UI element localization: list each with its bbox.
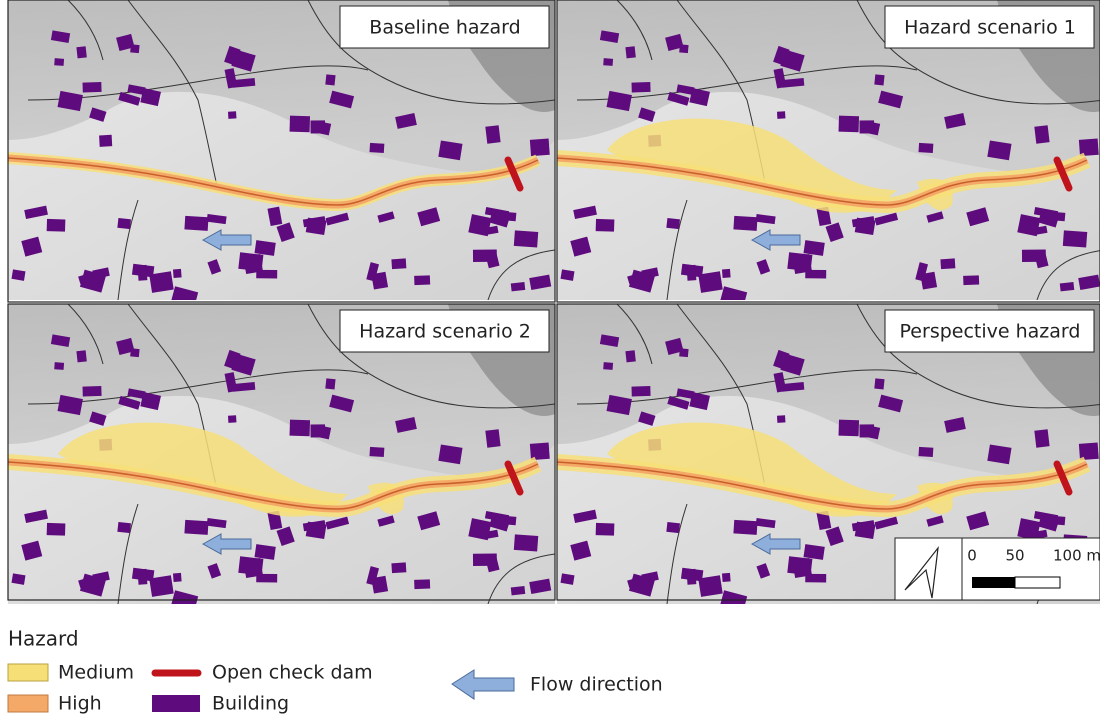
legend-title: Hazard [8,627,79,651]
scale-label: 50 [1005,547,1024,565]
scale-label: 100 m [1053,547,1100,565]
map-panel: Hazard scenario 2 [8,304,555,610]
legend-label: Flow direction [530,674,663,696]
scale-bar-black [972,577,1015,588]
legend-swatch [8,664,48,681]
panel-title: Perspective hazard [900,321,1081,343]
legend-label: Medium [58,662,134,684]
panel-title: Hazard scenario 2 [359,321,531,343]
legend: Hazard Medium High Open check dam Building F… [8,627,663,715]
panel-title: Hazard scenario 1 [904,17,1076,39]
map-panel: Hazard scenario 1 [557,0,1100,306]
legend-swatch [452,670,514,699]
figure: Baseline hazard Hazard scenario 1 Hazard s… [0,0,1100,718]
legend-label: Open check dam [212,662,373,684]
legend-label: Building [212,693,289,715]
scale-label: 0 [967,547,977,565]
map-panel: Baseline hazard [8,0,555,306]
scale-bar-white [1015,577,1060,588]
panel-title: Baseline hazard [369,17,520,39]
legend-swatch [8,695,48,712]
legend-label: High [58,693,102,715]
legend-swatch [152,695,200,712]
